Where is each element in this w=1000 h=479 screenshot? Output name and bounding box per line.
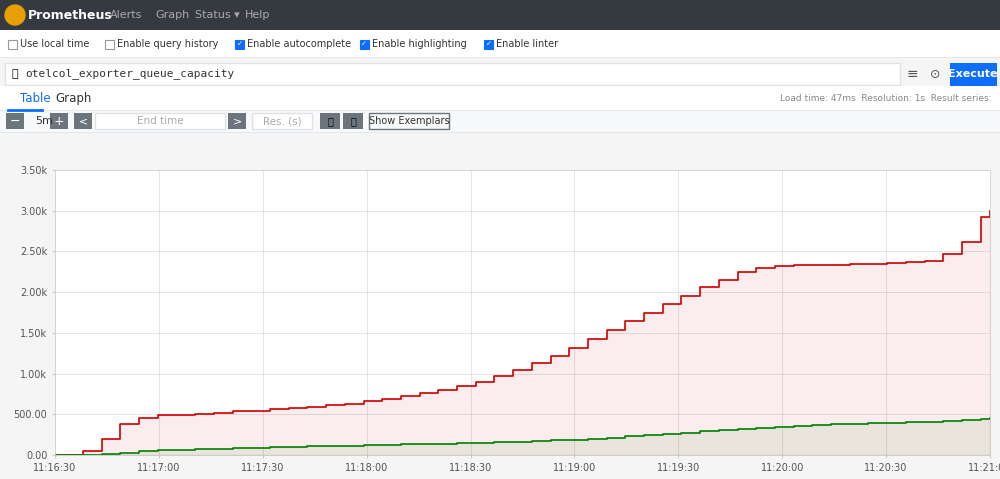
Text: ✓: ✓: [361, 41, 367, 47]
Text: Res. (s): Res. (s): [263, 116, 301, 126]
FancyBboxPatch shape: [95, 113, 225, 129]
Text: +: +: [54, 114, 64, 127]
Text: otelcol_exporter_queue_capacity: otelcol_exporter_queue_capacity: [25, 68, 234, 80]
Text: Status ▾: Status ▾: [195, 10, 240, 20]
Text: 📊: 📊: [350, 116, 356, 126]
Text: Graph: Graph: [155, 10, 189, 20]
Text: Table: Table: [20, 91, 51, 104]
FancyBboxPatch shape: [369, 113, 449, 129]
Text: ✓: ✓: [486, 41, 491, 47]
Text: Show Exemplars: Show Exemplars: [369, 116, 449, 126]
FancyBboxPatch shape: [50, 113, 68, 129]
Text: Graph: Graph: [55, 91, 91, 104]
FancyBboxPatch shape: [950, 63, 997, 86]
Text: Alerts: Alerts: [110, 10, 142, 20]
FancyBboxPatch shape: [105, 40, 114, 49]
FancyBboxPatch shape: [360, 40, 368, 49]
Circle shape: [5, 5, 25, 25]
Text: Help: Help: [245, 10, 270, 20]
FancyBboxPatch shape: [320, 113, 340, 129]
FancyBboxPatch shape: [5, 63, 900, 85]
Text: Enable autocomplete: Enable autocomplete: [247, 39, 351, 49]
Text: ⊙: ⊙: [930, 68, 940, 80]
Text: ≡: ≡: [906, 67, 918, 81]
FancyBboxPatch shape: [0, 30, 1000, 57]
FancyBboxPatch shape: [235, 40, 244, 49]
FancyBboxPatch shape: [228, 113, 246, 129]
Text: Enable query history: Enable query history: [117, 39, 218, 49]
Text: Enable linter: Enable linter: [496, 39, 558, 49]
FancyBboxPatch shape: [0, 110, 1000, 132]
FancyBboxPatch shape: [8, 40, 17, 49]
FancyBboxPatch shape: [484, 40, 493, 49]
FancyBboxPatch shape: [343, 113, 363, 129]
Text: Use local time: Use local time: [20, 39, 89, 49]
Text: Prometheus: Prometheus: [28, 9, 113, 22]
Text: Execute: Execute: [948, 69, 998, 79]
Text: 5m: 5m: [35, 116, 53, 126]
Text: −: −: [10, 114, 20, 127]
Text: Enable highlighting: Enable highlighting: [372, 39, 466, 49]
FancyBboxPatch shape: [74, 113, 92, 129]
FancyBboxPatch shape: [6, 113, 24, 129]
Text: ✓: ✓: [237, 41, 242, 47]
Text: >: >: [232, 116, 242, 126]
Text: End time: End time: [137, 116, 183, 126]
Text: 📈: 📈: [327, 116, 333, 126]
Text: <: <: [78, 116, 88, 126]
FancyBboxPatch shape: [0, 0, 1000, 30]
Text: 🔍: 🔍: [12, 69, 19, 79]
FancyBboxPatch shape: [252, 113, 312, 129]
Text: Load time: 47ms  Resolution: 1s  Result series:: Load time: 47ms Resolution: 1s Result se…: [780, 93, 992, 103]
FancyBboxPatch shape: [0, 86, 1000, 110]
